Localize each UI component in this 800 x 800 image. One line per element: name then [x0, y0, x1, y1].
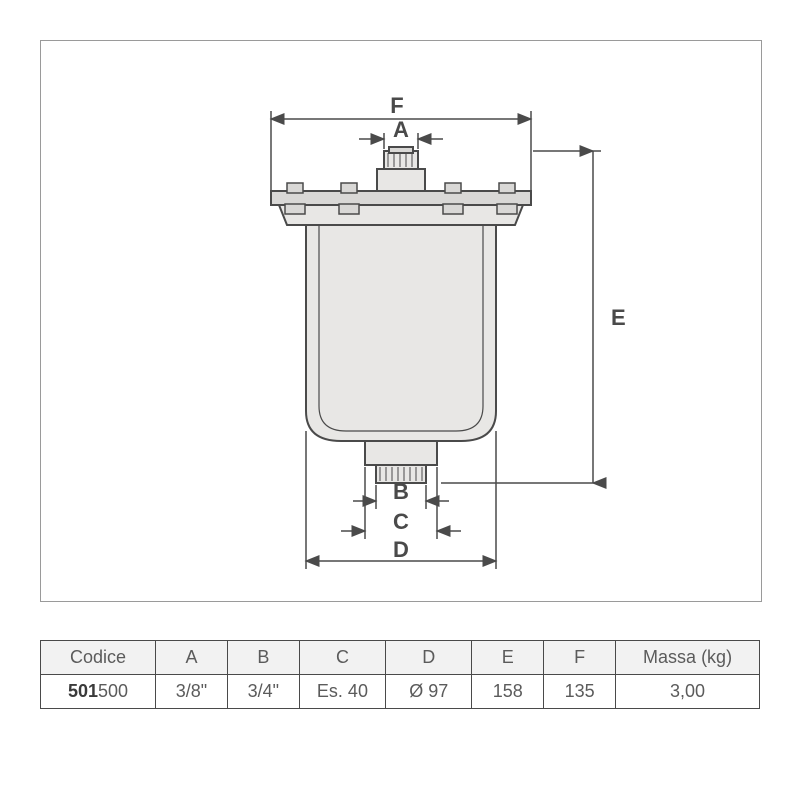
code-rest: 500 — [98, 681, 128, 701]
label-F: F — [390, 93, 403, 118]
label-E: E — [611, 305, 626, 330]
th-codice: Codice — [41, 641, 156, 675]
spec-table: Codice A B C D E F Massa (kg) 501500 3/8… — [40, 640, 760, 709]
valve-body — [271, 147, 531, 483]
th-D: D — [386, 641, 472, 675]
cell-mass: 3,00 — [616, 675, 760, 709]
cell-E: 158 — [472, 675, 544, 709]
th-A: A — [156, 641, 228, 675]
label-D: D — [393, 537, 409, 562]
diagram-frame: F A E B C D — [40, 40, 762, 602]
label-C: C — [393, 509, 409, 534]
cell-C: Es. 40 — [299, 675, 385, 709]
cell-B: 3/4" — [227, 675, 299, 709]
code-bold: 501 — [68, 681, 98, 701]
table-row: 501500 3/8" 3/4" Es. 40 Ø 97 158 135 3,0… — [41, 675, 760, 709]
label-A: A — [393, 117, 409, 142]
label-B: B — [393, 479, 409, 504]
th-mass: Massa (kg) — [616, 641, 760, 675]
technical-drawing: F A E B C D — [41, 41, 761, 601]
cell-D: Ø 97 — [386, 675, 472, 709]
cell-code: 501500 — [41, 675, 156, 709]
table-header-row: Codice A B C D E F Massa (kg) — [41, 641, 760, 675]
th-B: B — [227, 641, 299, 675]
th-E: E — [472, 641, 544, 675]
th-C: C — [299, 641, 385, 675]
cell-A: 3/8" — [156, 675, 228, 709]
spec-table-container: Codice A B C D E F Massa (kg) 501500 3/8… — [40, 640, 760, 709]
cell-F: 135 — [544, 675, 616, 709]
th-F: F — [544, 641, 616, 675]
